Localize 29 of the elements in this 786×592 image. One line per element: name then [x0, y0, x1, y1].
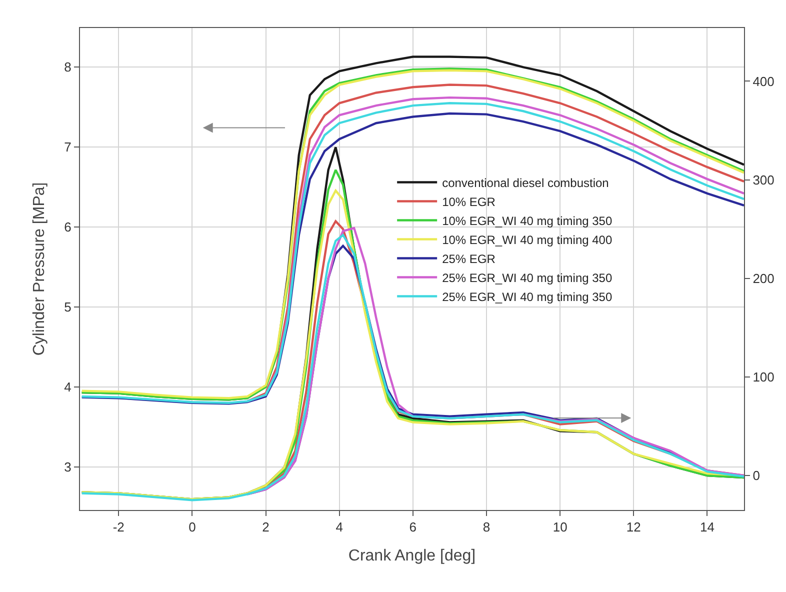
y2-tick-label: 400: [752, 74, 774, 89]
y2-tick-label: 200: [752, 270, 774, 286]
legend-label: 25% EGR_WI 40 mg timing 350: [442, 270, 612, 285]
y-axis-title: Cylinder Pressure [MPa]: [30, 182, 48, 356]
legend-label: 25% EGR: [442, 252, 496, 266]
x-tick-label: 6: [409, 520, 417, 535]
y-tick-label: 6: [64, 220, 72, 235]
y-tick-label: 3: [64, 459, 72, 474]
y2-tick-label: 100: [752, 369, 774, 384]
x-tick-label: 0: [188, 520, 196, 535]
x-tick-label: 8: [482, 520, 490, 535]
y2-tick-label: 300: [752, 172, 774, 188]
x-axis-title: Crank Angle [deg]: [348, 547, 476, 564]
legend-label: 10% EGR_WI 40 mg timing 400: [442, 232, 612, 247]
y2-tick-label: 0: [752, 468, 760, 484]
x-tick-label: 10: [552, 520, 568, 535]
legend-label: conventional diesel combustion: [442, 176, 609, 190]
x-tick-label: -2: [112, 520, 124, 535]
x-tick-label: 14: [700, 520, 714, 535]
x-tick-label: 12: [626, 520, 641, 535]
y-tick-label: 4: [64, 379, 72, 394]
legend-label: 10% EGR: [442, 194, 496, 209]
y-tick-label: 8: [64, 60, 72, 75]
x-tick-label: 2: [262, 520, 270, 535]
legend-label: 10% EGR_WI 40 mg timing 350: [442, 214, 612, 228]
y-tick-label: 5: [64, 300, 72, 315]
y-tick-label: 7: [64, 140, 72, 155]
legend-label: 25% EGR_WI 40 mg timing 350: [442, 290, 612, 304]
x-tick-label: 4: [336, 520, 343, 535]
